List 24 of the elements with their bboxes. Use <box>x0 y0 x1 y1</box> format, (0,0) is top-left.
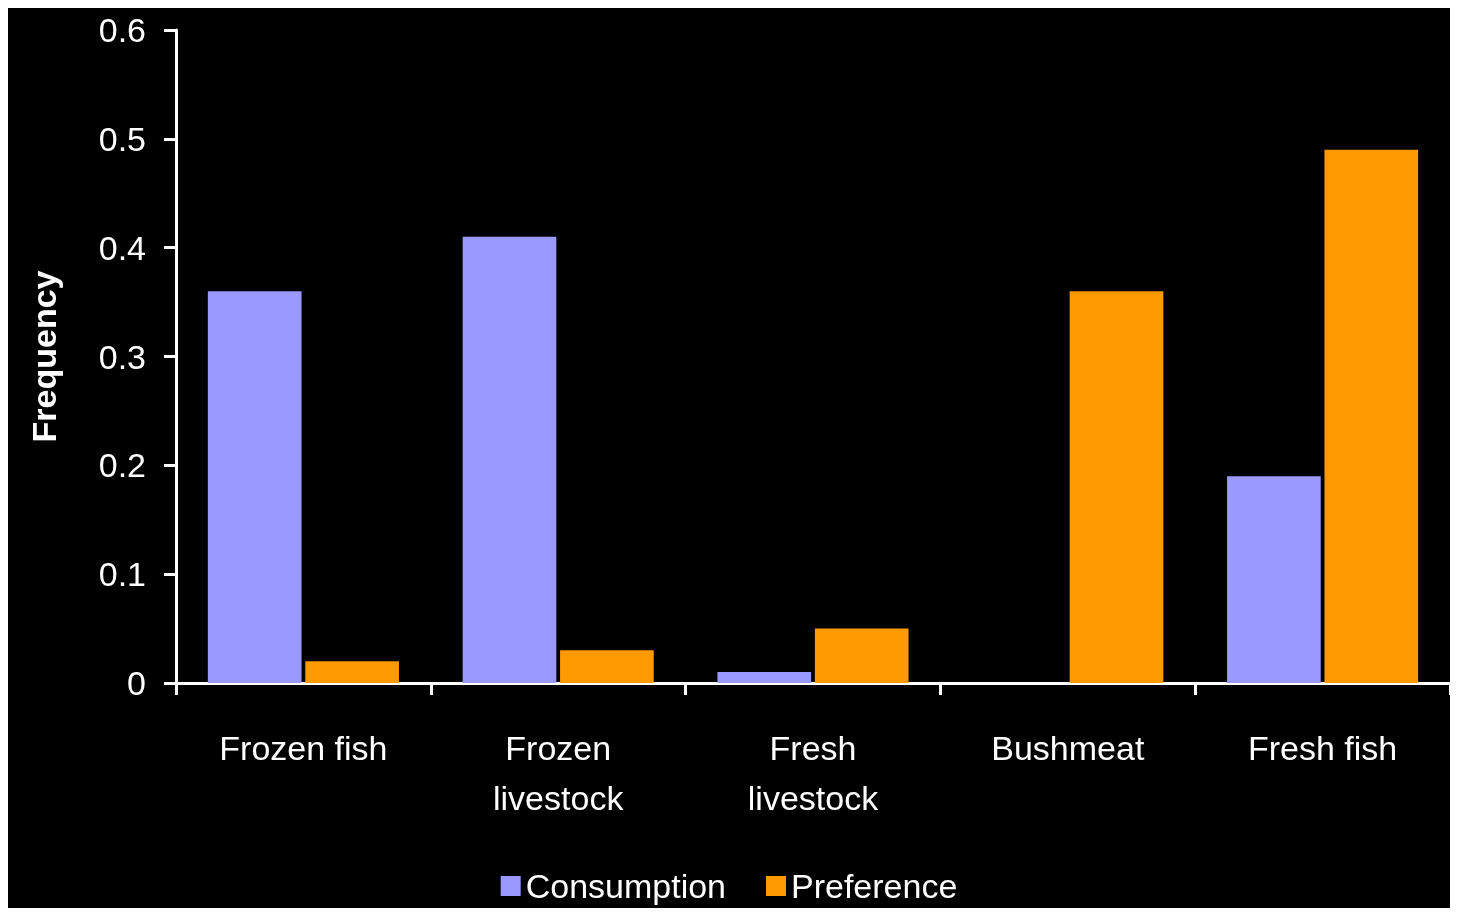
bar <box>462 236 557 683</box>
bar <box>1227 476 1321 683</box>
y-tick-label: 0.5 <box>98 119 146 158</box>
x-tick-label: Fresh fish <box>1247 729 1398 767</box>
legend-label: Preference <box>791 867 958 905</box>
x-tick-label: Bushmeat <box>991 729 1145 767</box>
y-tick-label: 0.3 <box>98 337 146 376</box>
x-tick-label: Frozen fish <box>219 729 388 767</box>
bar <box>560 650 654 683</box>
bar <box>305 661 399 683</box>
x-tick-label: Frozen livestock <box>493 729 625 817</box>
y-tick-label: 0.1 <box>98 555 146 594</box>
y-tick-label: 0.6 <box>98 11 146 49</box>
legend-label: Consumption <box>525 867 727 905</box>
bar <box>717 672 812 683</box>
bar <box>207 291 302 683</box>
y-tick-label: 0.2 <box>98 446 146 485</box>
bar <box>1324 149 1419 683</box>
y-tick-label: 0 <box>127 664 146 702</box>
x-tick-label: Fresh livestock <box>747 729 880 817</box>
y-axis-title: Frequency <box>25 270 63 443</box>
bar <box>1069 291 1164 683</box>
y-tick-label: 0.4 <box>98 228 146 267</box>
bar <box>814 628 909 683</box>
